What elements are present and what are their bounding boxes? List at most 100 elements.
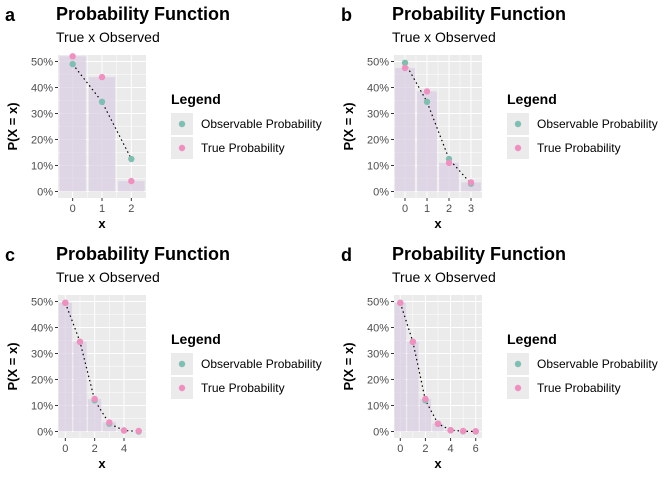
- y-tick-label: 10%: [367, 161, 389, 173]
- true-point: [424, 88, 430, 94]
- x-axis-title: x: [98, 456, 106, 471]
- chart-title: Probability Function: [56, 4, 230, 24]
- legend-title: Legend: [171, 91, 221, 107]
- legend-observed-marker: [515, 361, 521, 367]
- x-axis-title: x: [434, 216, 442, 231]
- x-tick-label: 1: [99, 203, 105, 215]
- chart-title: Probability Function: [392, 4, 566, 24]
- y-tick-label: 30%: [367, 109, 389, 121]
- legend-title: Legend: [171, 331, 221, 347]
- bar: [439, 163, 459, 192]
- panel-letter: c: [5, 245, 15, 265]
- bar: [417, 91, 437, 191]
- legend-observed-label: Observable Probability: [201, 117, 322, 131]
- y-tick-label: 0%: [37, 187, 53, 199]
- x-tick-label: 0: [397, 443, 403, 455]
- true-point: [128, 178, 134, 184]
- true-point: [422, 396, 428, 402]
- y-tick-label: 20%: [31, 135, 53, 147]
- y-tick-label: 30%: [367, 349, 389, 361]
- legend-title: Legend: [507, 91, 557, 107]
- y-tick-label: 40%: [367, 323, 389, 335]
- chart-title: Probability Function: [56, 244, 230, 264]
- bar: [73, 342, 86, 432]
- x-tick-label: 2: [446, 203, 452, 215]
- true-point: [397, 300, 403, 306]
- chart-subtitle: True x Observed: [56, 269, 160, 285]
- x-tick-label: 0: [70, 203, 76, 215]
- y-tick-label: 0%: [373, 427, 389, 439]
- legend-true-marker: [515, 385, 521, 391]
- y-axis-title: P(X = x): [341, 102, 356, 150]
- bar: [395, 68, 415, 192]
- x-tick-label: 0: [62, 443, 68, 455]
- chart-title: Probability Function: [392, 244, 566, 264]
- chart-subtitle: True x Observed: [392, 29, 496, 45]
- legend-title: Legend: [507, 331, 557, 347]
- legend: Legend Observable Probability True Probabi…: [171, 91, 322, 159]
- x-tick-label: 4: [121, 443, 127, 455]
- legend-true-label: True Probability: [537, 141, 621, 155]
- bar: [59, 303, 72, 432]
- x-tick-label: 4: [448, 443, 454, 455]
- legend: Legend Observable Probability True Probabi…: [507, 91, 658, 159]
- y-tick-label: 10%: [367, 401, 389, 413]
- chart-subtitle: True x Observed: [56, 29, 160, 45]
- x-tick-label: 3: [468, 203, 474, 215]
- y-axis-title: P(X = x): [5, 342, 20, 390]
- legend-observed-label: Observable Probability: [201, 357, 322, 371]
- y-tick-label: 20%: [367, 135, 389, 147]
- y-tick-label: 40%: [367, 83, 389, 95]
- chart-subtitle: True x Observed: [392, 269, 496, 285]
- y-tick-label: 50%: [367, 57, 389, 69]
- x-axis-title: x: [98, 216, 106, 231]
- true-point: [473, 428, 479, 434]
- legend-observed-label: Observable Probability: [537, 117, 658, 131]
- bar: [59, 56, 85, 191]
- true-point: [121, 427, 127, 433]
- y-tick-label: 40%: [31, 83, 53, 95]
- x-tick-label: 2: [128, 203, 134, 215]
- y-tick-label: 50%: [31, 57, 53, 69]
- true-point: [410, 339, 416, 345]
- panel-letter: b: [341, 5, 352, 25]
- observed-point: [99, 99, 105, 105]
- legend-observed-marker: [515, 121, 521, 127]
- true-point: [447, 427, 453, 433]
- true-point: [69, 53, 75, 59]
- legend-observed-marker: [179, 121, 185, 127]
- legend-true-label: True Probability: [201, 141, 285, 155]
- x-tick-label: 1: [424, 203, 430, 215]
- y-axis-title: P(X = x): [341, 342, 356, 390]
- observed-point: [69, 61, 75, 67]
- true-point: [446, 160, 452, 166]
- y-tick-label: 0%: [37, 427, 53, 439]
- y-tick-label: 30%: [31, 109, 53, 121]
- legend-true-marker: [515, 145, 521, 151]
- true-point: [435, 421, 441, 427]
- true-point: [135, 428, 141, 434]
- true-point: [468, 179, 474, 185]
- bar: [88, 399, 101, 432]
- true-point: [106, 419, 112, 425]
- legend-observed-marker: [179, 361, 185, 367]
- bar: [89, 77, 115, 191]
- y-tick-label: 10%: [31, 161, 53, 173]
- bar: [407, 342, 418, 432]
- legend-true-marker: [179, 145, 185, 151]
- y-tick-label: 50%: [31, 297, 53, 309]
- bar: [420, 399, 431, 432]
- y-tick-label: 30%: [31, 349, 53, 361]
- x-tick-label: 2: [422, 443, 428, 455]
- y-axis-title: P(X = x): [5, 102, 20, 150]
- observed-point: [424, 99, 430, 105]
- bar: [395, 303, 406, 432]
- observed-point: [128, 156, 134, 162]
